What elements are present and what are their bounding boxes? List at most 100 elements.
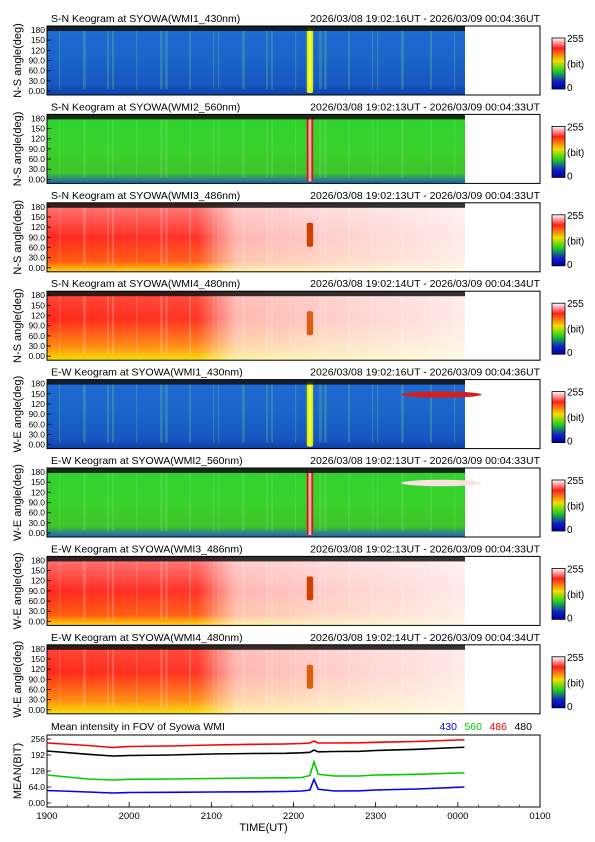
keogram-6-background [47, 468, 465, 537]
keogram-7-stripe [430, 560, 432, 620]
keogram-8-image [47, 644, 465, 714]
keogram-2-ylabel: N-S angle(deg) [12, 112, 24, 187]
keogram-5-stripe [160, 383, 163, 443]
keogram-1-stripe [430, 30, 432, 89]
keogram-5-ytick-label: 180 [31, 379, 45, 389]
keogram-5-time-range: 2026/03/08 19:02:16UT - 2026/03/09 00:04… [310, 367, 540, 379]
keogram-3-aurora-burst [306, 222, 314, 247]
keogram-1-stripe [136, 30, 138, 89]
keogram-8-ytick-label: 90.0 [28, 674, 45, 684]
keogram-6-burst-core [308, 470, 312, 535]
keogram-2-stripe [377, 118, 379, 178]
keogram-6-stripe [213, 472, 215, 531]
keogram-7-stripe [213, 560, 215, 620]
keogram-3-colorbar-min: 0 [567, 260, 573, 271]
keogram-8-top-band [47, 644, 465, 650]
keogram-4-colorbar-min: 0 [567, 348, 573, 359]
keogram-5-stripe [266, 383, 268, 443]
keogram-1-stripe [189, 30, 191, 89]
keogram-5-stripe [242, 383, 245, 443]
keogram-6-top-band [47, 468, 465, 473]
keogram-2-stripe [112, 118, 114, 178]
time-axis-label: TIME(UT) [239, 822, 287, 834]
keogram-8-stripe [165, 648, 168, 708]
keogram-6-stripe [218, 472, 220, 531]
keogram-4-colorbar-max: 255 [567, 299, 584, 310]
keogram-5-image [47, 379, 482, 449]
keogram-7-stripe [454, 560, 456, 620]
keogram-3-ytick-label: 90.0 [28, 232, 45, 242]
keogram-4-stripe [295, 295, 297, 355]
keogram-7-ytick-label: 180 [31, 555, 45, 565]
keogram-2-time-range: 2026/03/08 19:02:13UT - 2026/03/09 00:04… [310, 101, 540, 113]
legend-560: 560 [464, 721, 482, 733]
keogram-6-stripe [401, 472, 404, 531]
keogram-3-whitening [47, 202, 465, 272]
keogram-5-stripe [189, 383, 191, 443]
keogram-6-ylabel: W-E angle(deg) [12, 464, 24, 541]
keogram-7-stripe [160, 560, 163, 620]
keogram-6-colorbar-unit: (bit) [567, 502, 584, 513]
keogram-1-image [47, 26, 465, 95]
keogram-3-colorbar [551, 214, 566, 267]
keogram-2-stripe [401, 118, 404, 178]
keogram-4-ytick-label: 60.0 [28, 331, 45, 341]
time-tick-label: 0100 [529, 811, 550, 822]
keogram-6-stripe [454, 472, 456, 531]
keogram-2-stripe [348, 118, 350, 178]
keogram-8-ytick-label: 60.0 [28, 684, 45, 694]
keogram-2-stripe [218, 118, 220, 178]
keogram-6-stripe [348, 472, 350, 531]
keogram-5-ytick-label: 0.00 [28, 440, 45, 450]
keogram-8-whitening [47, 644, 465, 714]
keogram-2-stripe [454, 118, 456, 178]
keogram-2-stripe [165, 118, 168, 178]
keogram-4-ytick-label: 120 [31, 311, 45, 321]
keogram-7-stripe [107, 560, 109, 620]
keogram-7-colorbar-min: 0 [567, 613, 573, 624]
keogram-6-ytick-label: 30.0 [28, 518, 45, 528]
keogram-5-ylabel: W-E angle(deg) [12, 376, 24, 453]
keogram-7-stripe [136, 560, 138, 620]
keogram-6-ytick-label: 180 [31, 467, 45, 477]
keogram-8-aurora-burst [306, 664, 314, 689]
keogram-3-ytick-label: 0.00 [28, 263, 45, 273]
keogram-8-stripe [218, 648, 220, 708]
keogram-4-time-range: 2026/03/08 19:02:14UT - 2026/03/09 00:04… [310, 278, 540, 290]
keogram-7-colorbar-unit: (bit) [567, 590, 584, 601]
keogram-5-background [47, 379, 465, 449]
keogram-5-burst-core [308, 381, 312, 447]
keogram-7-stripe [112, 560, 114, 620]
keogram-3-stripe [83, 206, 86, 266]
keogram-7-stripe [165, 560, 168, 620]
keogram-2-stripe [136, 118, 138, 178]
keogram-7-colorbar [551, 568, 566, 620]
keogram-1-ytick-label: 30.0 [28, 76, 45, 86]
keogram-1-ytick-label: 150 [31, 35, 45, 45]
keogram-6-stripe [295, 472, 297, 531]
keogram-3-stripe [107, 206, 109, 266]
keogram-6-stripe [165, 472, 168, 531]
keogram-5-colorbar-unit: (bit) [567, 413, 584, 424]
keogram-6-colorbar [551, 479, 566, 532]
keogram-2-colorbar-max: 255 [567, 122, 584, 133]
time-tick-label: 2300 [365, 811, 386, 822]
keogram-1-stripe [295, 30, 297, 89]
keogram-2-ytick-label: 120 [31, 134, 45, 144]
keogram-5-stripe [59, 383, 61, 443]
keogram-4-stripe [401, 295, 404, 355]
keogram-3-ytick-label: 120 [31, 222, 45, 232]
keogram-5-stripe [112, 383, 114, 443]
keogram-6-stripe [112, 472, 114, 531]
keogram-3-image [47, 202, 465, 272]
keogram-6-stripe [266, 472, 268, 531]
keogram-5-ytick-label: 60.0 [28, 419, 45, 429]
keogram-4-stripe [83, 295, 86, 355]
keogram-8-stripe [213, 648, 215, 708]
keogram-5-stripe [401, 383, 404, 443]
keogram-2-background [47, 114, 465, 184]
keogram-7-stripe [59, 560, 61, 620]
keogram-6-stripe [430, 472, 432, 531]
keogram-4-stripe [136, 295, 138, 355]
